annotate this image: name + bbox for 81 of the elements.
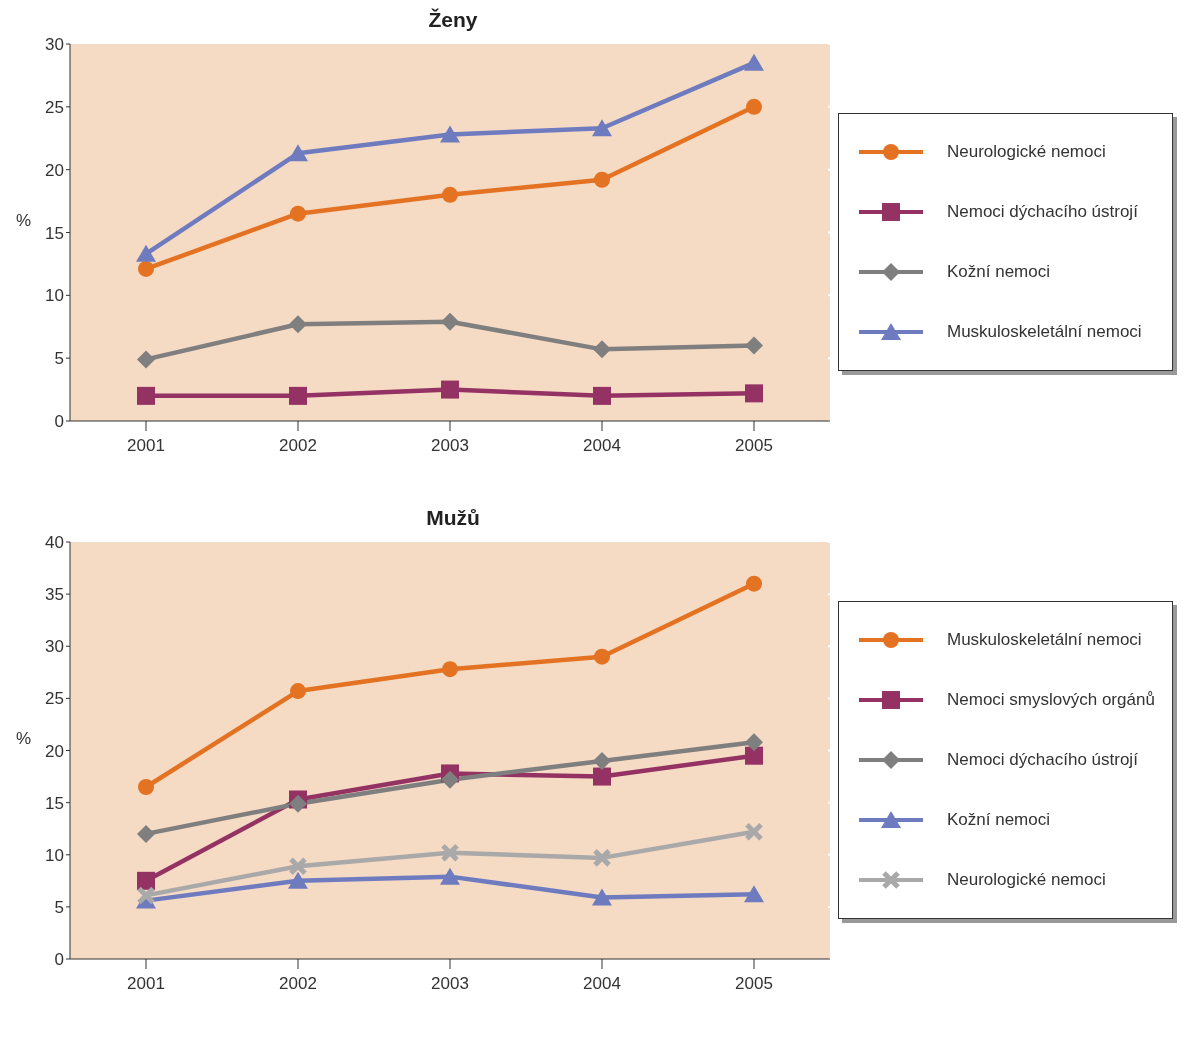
point — [290, 205, 306, 222]
y-tick-label: 25 — [45, 97, 64, 117]
x-tick-label: 2003 — [431, 436, 469, 456]
y-tick-label: 40 — [45, 533, 64, 553]
point — [594, 648, 610, 665]
x-tick-label: 2005 — [735, 436, 773, 456]
y-tick-label: 20 — [45, 741, 64, 761]
point — [441, 380, 459, 399]
y-tick-label: 10 — [45, 286, 64, 306]
y-tick-label: 0 — [54, 412, 64, 432]
y-tick-label: 0 — [54, 950, 64, 970]
legend-label: Nemoci smyslových orgánů — [947, 690, 1155, 710]
legend-label: Kožní nemoci — [947, 262, 1050, 282]
point — [138, 260, 154, 277]
point — [440, 867, 460, 885]
y-tick-label: 15 — [45, 793, 64, 813]
point — [744, 53, 764, 71]
y-tick-label: 30 — [45, 35, 64, 55]
point — [746, 98, 762, 115]
point — [137, 386, 155, 405]
point — [594, 171, 610, 188]
point — [289, 794, 307, 813]
point — [136, 244, 156, 262]
y-axis-title: % — [16, 211, 32, 231]
point — [744, 822, 764, 842]
point — [290, 683, 306, 700]
y-tick-label: 5 — [54, 349, 64, 369]
chart-title: Mužů — [425, 506, 481, 531]
point — [440, 843, 460, 863]
chart-title: Ženy — [427, 8, 479, 33]
point — [442, 661, 458, 678]
point — [137, 871, 155, 890]
point — [592, 119, 612, 137]
point — [593, 340, 611, 359]
y-tick-label: 10 — [45, 845, 64, 865]
x-tick-label: 2003 — [431, 974, 469, 994]
point — [745, 336, 763, 355]
point — [289, 386, 307, 405]
legend-label: Muskuloskeletální nemoci — [947, 630, 1142, 650]
y-tick-label: 15 — [45, 223, 64, 243]
x-tick-label: 2004 — [583, 436, 621, 456]
point — [441, 770, 459, 789]
point — [593, 386, 611, 405]
point — [593, 767, 611, 786]
point — [746, 575, 762, 592]
y-tick-label: 35 — [45, 585, 64, 605]
point — [136, 885, 156, 905]
point — [137, 350, 155, 369]
point — [137, 824, 155, 843]
point — [441, 312, 459, 331]
y-axis-title: % — [16, 729, 32, 749]
legend-label: Neurologické nemoci — [947, 870, 1106, 890]
x-tick-label: 2002 — [279, 974, 317, 994]
point — [288, 144, 308, 162]
point — [289, 315, 307, 334]
point — [745, 733, 763, 752]
y-tick-label: 25 — [45, 689, 64, 709]
point — [745, 746, 763, 765]
point — [744, 885, 764, 903]
y-tick-label: 30 — [45, 637, 64, 657]
point — [592, 848, 612, 868]
point — [442, 186, 458, 203]
legend-label: Nemoci dýchacího ústrojí — [947, 202, 1138, 222]
y-tick-label: 5 — [54, 897, 64, 917]
x-tick-label: 2002 — [279, 436, 317, 456]
x-tick-label: 2001 — [127, 974, 165, 994]
legend-label: Kožní nemoci — [947, 810, 1050, 830]
x-tick-label: 2001 — [127, 436, 165, 456]
x-tick-label: 2005 — [735, 974, 773, 994]
legend-label: Muskuloskeletální nemoci — [947, 322, 1142, 342]
point — [593, 751, 611, 770]
point — [288, 871, 308, 889]
point — [745, 384, 763, 403]
point — [440, 125, 460, 143]
point — [288, 856, 308, 876]
x-tick-label: 2004 — [583, 974, 621, 994]
y-tick-label: 20 — [45, 160, 64, 180]
point — [138, 778, 154, 795]
legend-label: Nemoci dýchacího ústrojí — [947, 750, 1138, 770]
point — [592, 888, 612, 906]
legend-label: Neurologické nemoci — [947, 142, 1106, 162]
